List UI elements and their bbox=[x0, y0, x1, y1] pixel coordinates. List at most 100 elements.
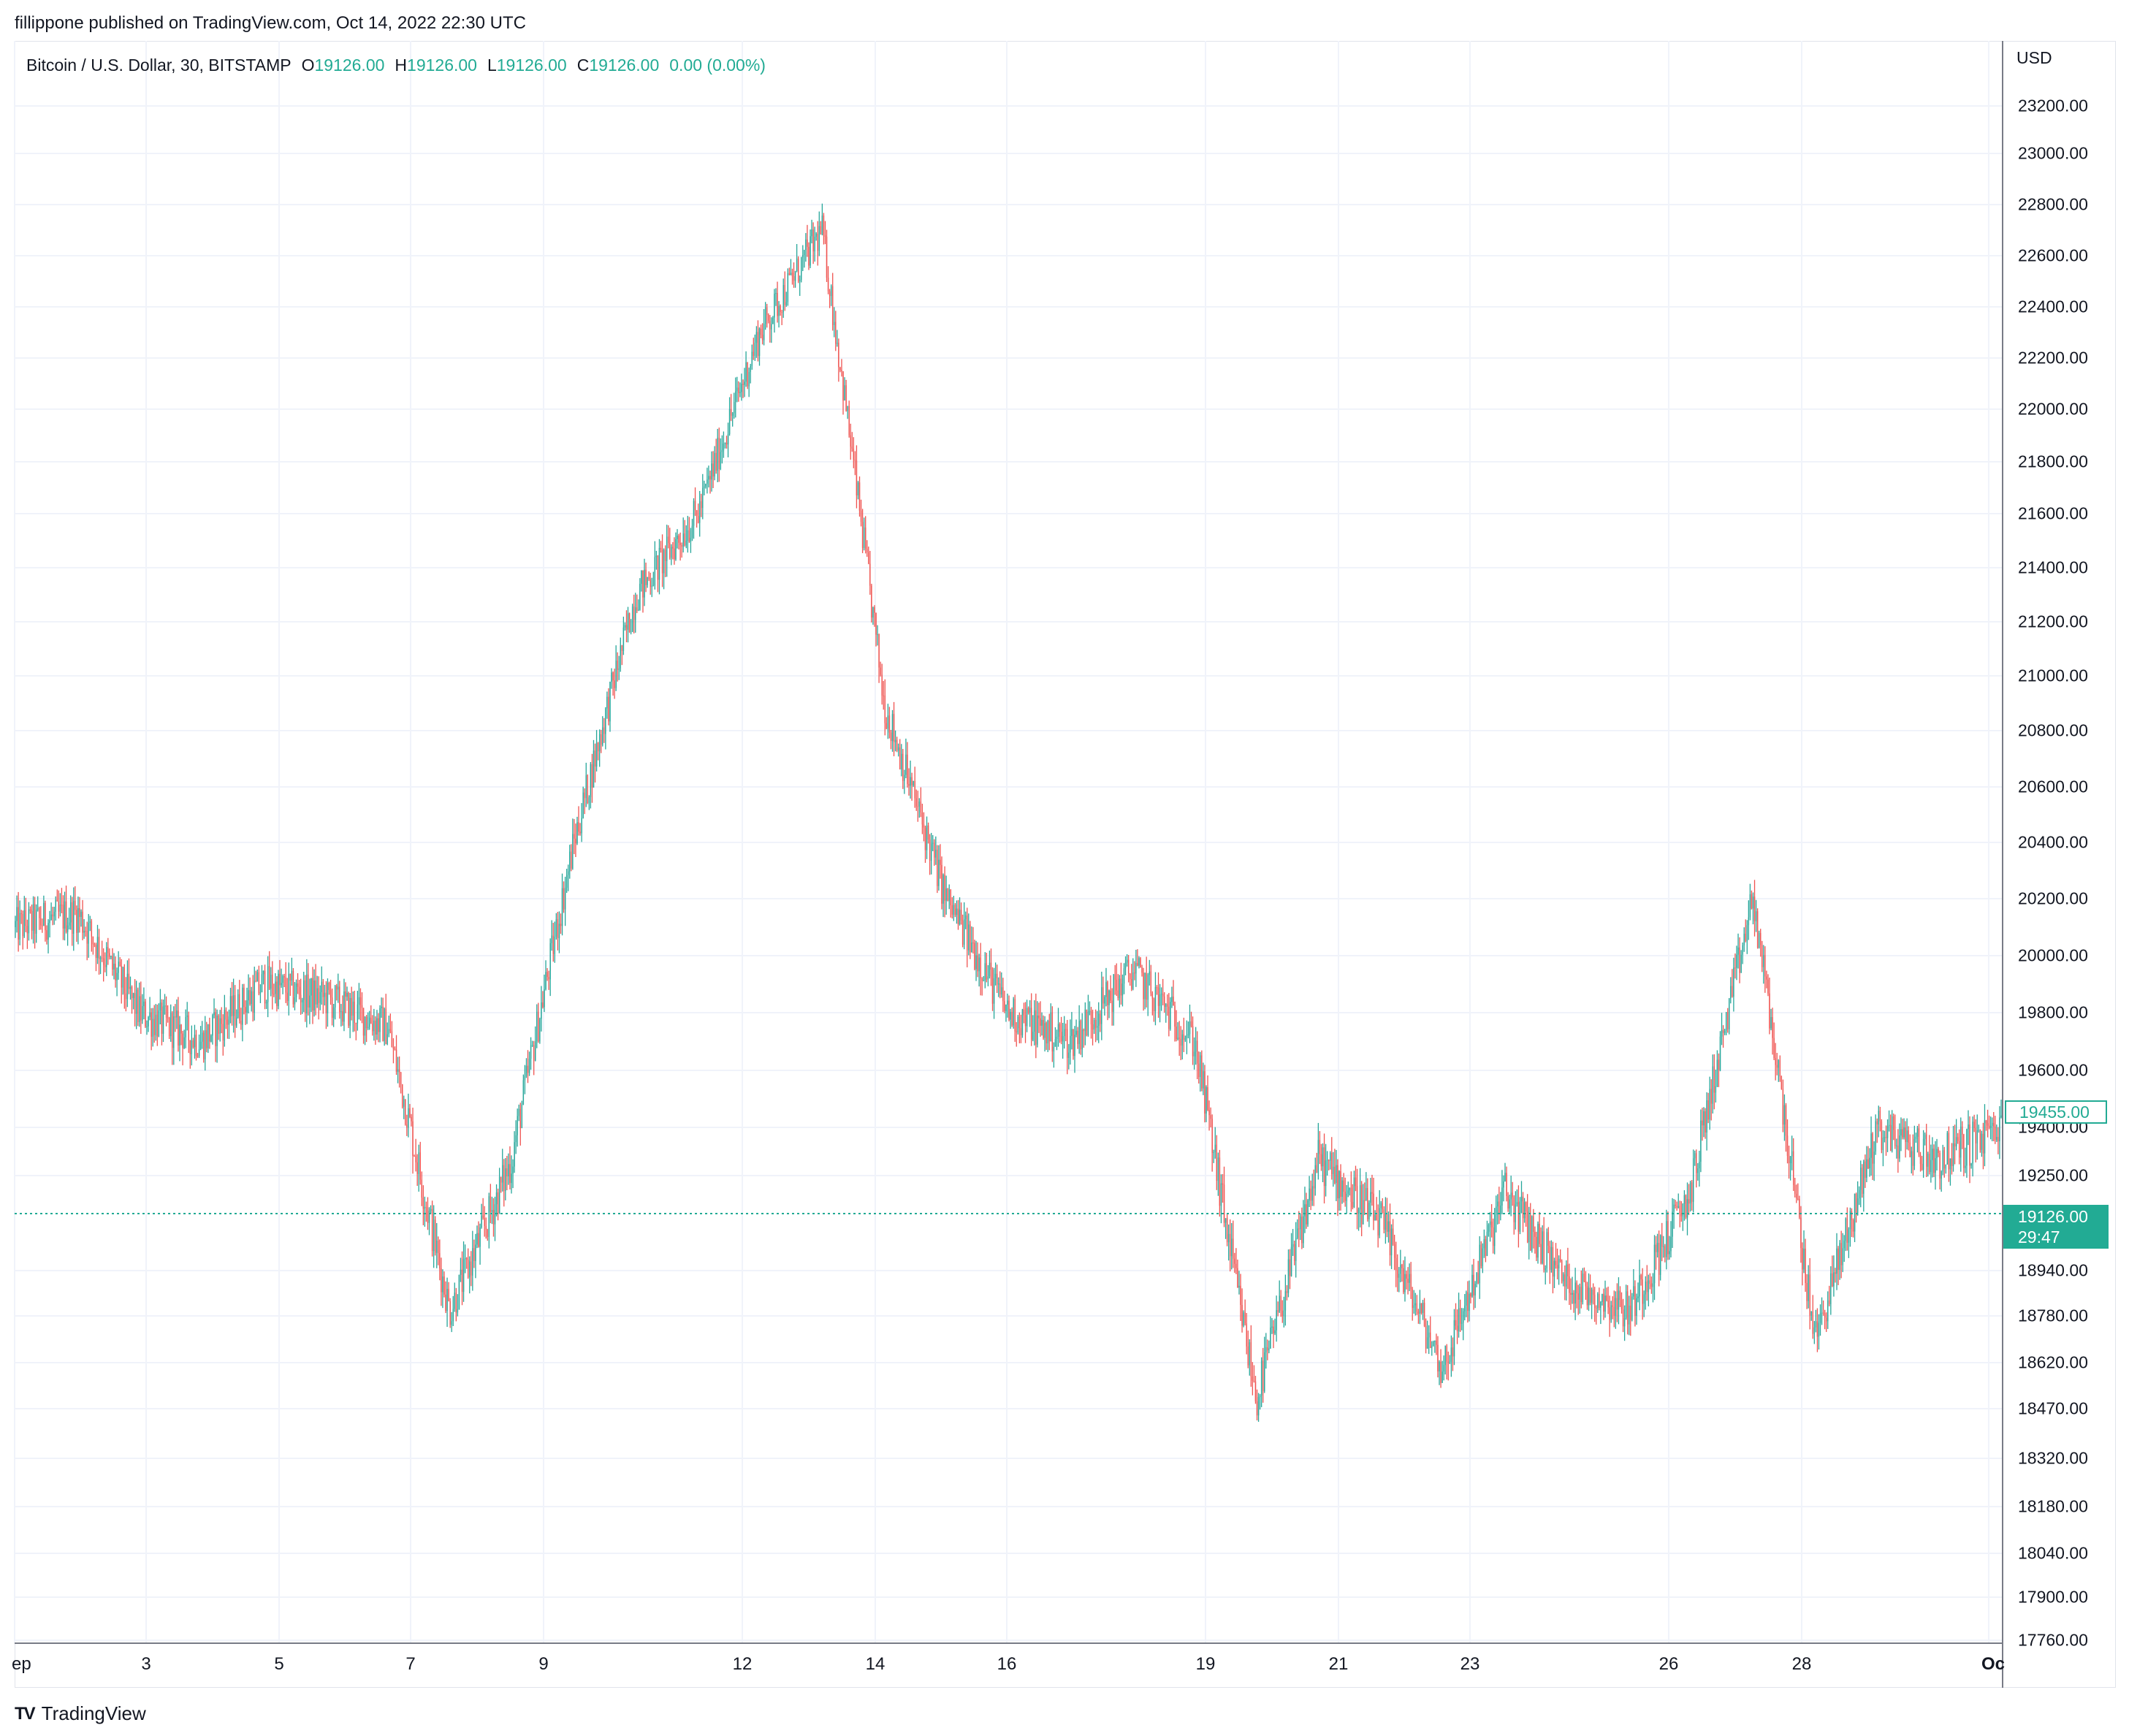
candle-body bbox=[339, 986, 340, 1013]
candle-body bbox=[715, 452, 717, 471]
candle-body bbox=[1260, 1360, 1262, 1396]
candle-body bbox=[666, 536, 668, 561]
candle-body bbox=[1257, 1397, 1260, 1416]
candle-body bbox=[462, 1259, 465, 1293]
currency-label[interactable]: USD bbox=[2016, 48, 2052, 67]
candle-body bbox=[991, 969, 994, 1004]
candle-body bbox=[298, 986, 300, 995]
candle-body bbox=[1963, 1134, 1965, 1168]
candle-body bbox=[839, 367, 841, 370]
candle-body bbox=[1102, 987, 1104, 1004]
candle-body bbox=[1137, 962, 1138, 966]
candle-body bbox=[1591, 1289, 1593, 1303]
candle-body bbox=[1852, 1220, 1854, 1232]
candle-body bbox=[1882, 1138, 1884, 1150]
candle-body bbox=[745, 362, 747, 382]
candle-body bbox=[1972, 1122, 1973, 1164]
candle-body bbox=[229, 996, 232, 1017]
candle-body bbox=[422, 1197, 424, 1209]
candle-body bbox=[357, 1004, 359, 1024]
candle-body bbox=[1217, 1157, 1219, 1181]
candle-body bbox=[379, 1008, 381, 1032]
candle-body bbox=[1873, 1151, 1875, 1164]
publisher-line: fillippone published on TradingView.com,… bbox=[15, 13, 526, 33]
candle-body bbox=[252, 991, 254, 1013]
candle-body bbox=[406, 1124, 408, 1128]
candle-body bbox=[1840, 1243, 1842, 1265]
candle-body bbox=[530, 1045, 532, 1059]
candle-body bbox=[1284, 1291, 1287, 1311]
candle-body bbox=[1507, 1195, 1509, 1208]
candle-body bbox=[265, 1002, 267, 1004]
candle-body bbox=[1970, 1163, 1972, 1166]
price-tick-label: 21000.00 bbox=[2018, 666, 2088, 685]
candle-body bbox=[1075, 1030, 1077, 1035]
candle-body bbox=[702, 487, 704, 509]
footer-brand[interactable]: TV TradingView bbox=[15, 1702, 146, 1725]
candle-body bbox=[1171, 997, 1173, 1002]
candle-body bbox=[1290, 1246, 1292, 1276]
candle-body bbox=[1843, 1241, 1845, 1249]
candle-body bbox=[986, 963, 988, 980]
candle-body bbox=[1555, 1260, 1557, 1265]
candle-body bbox=[1068, 1052, 1070, 1059]
candle-body bbox=[1703, 1111, 1705, 1126]
candle-body bbox=[505, 1168, 506, 1191]
candle-body bbox=[52, 914, 53, 917]
candle-body bbox=[977, 955, 978, 972]
candle-body bbox=[941, 864, 942, 904]
candle-body bbox=[1471, 1274, 1473, 1297]
candle-body bbox=[1174, 1005, 1176, 1027]
candle-body bbox=[945, 888, 947, 901]
candle-body bbox=[1797, 1198, 1799, 1200]
candle-body bbox=[389, 1029, 392, 1032]
candle-body bbox=[232, 995, 235, 1016]
candle-body bbox=[1135, 962, 1137, 974]
candle-body bbox=[1440, 1361, 1441, 1383]
candle-body bbox=[1456, 1325, 1458, 1332]
candle-body bbox=[370, 1017, 372, 1024]
candle-body bbox=[209, 1024, 210, 1042]
candle-body bbox=[212, 1015, 213, 1036]
candle-body bbox=[448, 1289, 449, 1301]
candle-body bbox=[1065, 1029, 1067, 1030]
price-tick-label: 21400.00 bbox=[2018, 557, 2088, 577]
candle-body bbox=[1355, 1177, 1357, 1187]
candle-body bbox=[690, 538, 692, 542]
candle-body bbox=[189, 1040, 191, 1054]
price-tick-label: 19600.00 bbox=[2018, 1060, 2088, 1080]
candle-body bbox=[1975, 1127, 1976, 1143]
candle-body bbox=[841, 370, 842, 372]
candle-body bbox=[319, 991, 321, 1003]
candle-body bbox=[1089, 1010, 1091, 1012]
candle-body bbox=[1982, 1133, 1984, 1154]
candle-body bbox=[1265, 1347, 1267, 1353]
candle-body bbox=[1417, 1311, 1420, 1314]
candle-body bbox=[1839, 1243, 1840, 1270]
symbol-description[interactable]: Bitcoin / U.S. Dollar, 30, BITSTAMP bbox=[26, 56, 292, 75]
candle-body bbox=[791, 273, 793, 277]
candle-body bbox=[1929, 1154, 1930, 1173]
candle-body bbox=[1645, 1281, 1646, 1295]
candle-body bbox=[1936, 1149, 1938, 1159]
candle-body bbox=[89, 921, 91, 924]
candle-body bbox=[152, 1019, 153, 1037]
candle-body bbox=[1081, 1029, 1083, 1050]
candle-body bbox=[1673, 1204, 1675, 1212]
candle-body bbox=[1819, 1313, 1821, 1323]
candle-body bbox=[276, 981, 278, 1007]
candle-body bbox=[221, 1018, 222, 1024]
candle-body bbox=[1663, 1246, 1664, 1247]
candle-body bbox=[279, 973, 281, 986]
candle-body bbox=[1830, 1273, 1832, 1304]
candle-body bbox=[77, 908, 79, 933]
candle-body bbox=[1192, 1026, 1194, 1057]
candle-body bbox=[1984, 1120, 1986, 1154]
candle-body bbox=[1038, 1015, 1040, 1019]
candle-body bbox=[1951, 1158, 1953, 1166]
candle-body bbox=[1664, 1246, 1666, 1257]
candle-body bbox=[642, 571, 644, 598]
candle-body bbox=[797, 258, 799, 281]
candle-body bbox=[1062, 1036, 1064, 1042]
